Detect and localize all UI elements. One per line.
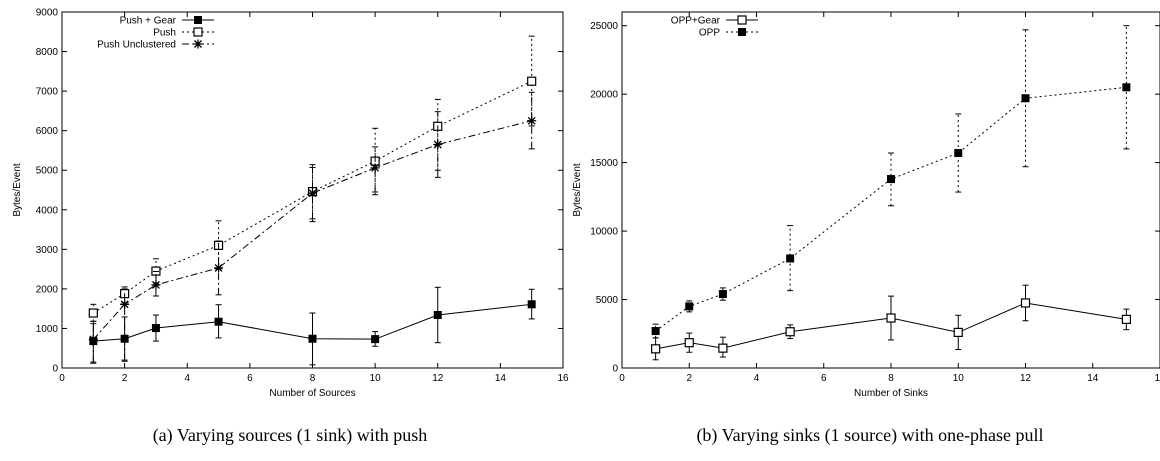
b-series-line xyxy=(655,86,1127,332)
b-data-point xyxy=(786,254,795,263)
a-x-tick-label: 10 xyxy=(370,373,382,384)
b-legend-marker xyxy=(738,28,746,36)
a-x-tick-label: 2 xyxy=(122,373,128,384)
a-legend-marker xyxy=(193,27,203,37)
b-data-point xyxy=(953,327,963,337)
b-x-axis-label: Number of Sinks xyxy=(854,388,928,399)
b-data-point xyxy=(1021,94,1030,103)
a-data-point xyxy=(527,76,537,86)
chart-a: 0 2 4 6 8 10 12 14 16 0 1000 2000 3000 4000 5000 6000 70… xyxy=(12,8,569,400)
a-x-tick-label: 4 xyxy=(184,373,190,384)
a-legend-marker xyxy=(193,39,203,49)
a-x-tick-label: 14 xyxy=(495,373,507,384)
figure-a: 0 2 4 6 8 10 12 14 16 0 1000 2000 3000 4000 5000 6000 70… xyxy=(12,8,569,446)
b-x-tick-label: 4 xyxy=(754,373,760,384)
b-data-point xyxy=(651,344,661,354)
b-data-point xyxy=(718,343,728,353)
a-series-line xyxy=(93,303,532,342)
a-series-1 xyxy=(89,286,536,366)
b-data-point xyxy=(785,327,795,337)
a-data-point xyxy=(151,280,161,290)
b-data-point xyxy=(954,149,963,158)
a-y-tick-label: 6000 xyxy=(36,126,59,137)
a-y-tick-label: 1000 xyxy=(36,324,59,335)
b-data-point xyxy=(651,327,660,336)
a-y-tick-label: 4000 xyxy=(36,205,59,216)
b-y-tick-label: 20000 xyxy=(590,90,618,101)
b-data-point xyxy=(684,338,694,348)
a-data-point xyxy=(527,300,536,309)
a-data-point xyxy=(308,188,317,198)
a-data-point xyxy=(527,116,537,126)
a-data-point xyxy=(88,335,98,345)
b-y-tick-label: 25000 xyxy=(590,21,618,32)
b-x-tick-label: 0 xyxy=(619,373,625,384)
a-legend-label: Push + Gear xyxy=(120,16,177,27)
b-data-point xyxy=(1020,298,1031,308)
a-series-line xyxy=(92,120,532,340)
a-data-point xyxy=(371,335,380,344)
a-y-tick-label: 2000 xyxy=(36,284,59,295)
b-legend-marker xyxy=(737,15,747,25)
b-data-point xyxy=(718,290,727,299)
caption-b: (b) Varying sinks (1 source) with one-ph… xyxy=(696,425,1044,445)
a-data-point xyxy=(88,308,98,318)
caption-a: (a) Varying sources (1 sink) with push xyxy=(152,425,428,445)
a-data-point xyxy=(151,324,160,333)
a-x-tick-label: 6 xyxy=(247,373,253,384)
b-x-tick-label: 10 xyxy=(953,373,965,384)
a-data-point xyxy=(370,163,380,173)
a-y-tick-label: 0 xyxy=(52,364,58,375)
a-y-tick-label: 8000 xyxy=(36,47,59,58)
b-x-tick-label: 8 xyxy=(888,373,894,384)
a-x-tick-label: 12 xyxy=(432,373,444,384)
b-data-point xyxy=(1121,314,1131,324)
b-y-tick-label: 10000 xyxy=(590,227,618,238)
a-series-3 xyxy=(88,91,537,363)
b-y-tick-label: 15000 xyxy=(590,158,618,169)
chart-b: 0 2 4 6 8 10 12 14 16 0 5000 10000 15000 20000 25000 Nu… xyxy=(572,11,1160,399)
a-series-line xyxy=(93,80,532,314)
b-x-tick-label: 6 xyxy=(821,373,827,384)
a-y-tick-label: 5000 xyxy=(36,166,59,177)
a-y-tick-label: 7000 xyxy=(36,87,59,98)
a-legend-label: Push Unclustered xyxy=(97,40,176,51)
a-legend-label: Push xyxy=(153,28,176,39)
a-x-tick-label: 0 xyxy=(59,373,65,384)
b-data-point xyxy=(1122,83,1131,92)
b-x-tick-label: 2 xyxy=(686,373,692,384)
b-series-line xyxy=(655,302,1127,350)
b-legend-label: OPP xyxy=(699,28,720,39)
a-legend-marker xyxy=(194,16,202,24)
a-y-axis-label: Bytes/Event xyxy=(12,163,23,217)
b-series-1 xyxy=(651,284,1131,361)
a-data-point xyxy=(433,310,442,319)
b-y-tick-label: 5000 xyxy=(596,295,619,306)
b-x-tick-label: 14 xyxy=(1087,373,1099,384)
figure-b: 0 2 4 6 8 10 12 14 16 0 5000 10000 15000 20000 25000 Nu… xyxy=(572,0,1160,461)
b-data-point xyxy=(886,313,896,323)
a-data-point xyxy=(120,299,130,309)
b-legend-label: OPP+Gear xyxy=(671,16,721,27)
a-y-tick-label: 3000 xyxy=(36,245,59,256)
b-data-point xyxy=(685,302,694,311)
a-x-tick-label: 16 xyxy=(557,373,569,384)
b-y-axis-label: Bytes/Event xyxy=(572,163,583,217)
a-x-tick-label: 8 xyxy=(310,373,316,384)
b-y-tick-label: 0 xyxy=(612,364,618,375)
a-x-axis-label: Number of Sources xyxy=(269,388,355,399)
b-x-tick-label: 12 xyxy=(1020,373,1032,384)
b-data-point xyxy=(887,175,895,184)
b-series-2 xyxy=(651,25,1131,339)
b-x-tick-label: 16 xyxy=(1154,373,1160,384)
a-data-point xyxy=(214,263,224,273)
a-data-point xyxy=(433,140,443,150)
a-y-tick-label: 9000 xyxy=(36,8,59,19)
a-data-point xyxy=(308,334,317,343)
a-data-point xyxy=(214,317,223,326)
